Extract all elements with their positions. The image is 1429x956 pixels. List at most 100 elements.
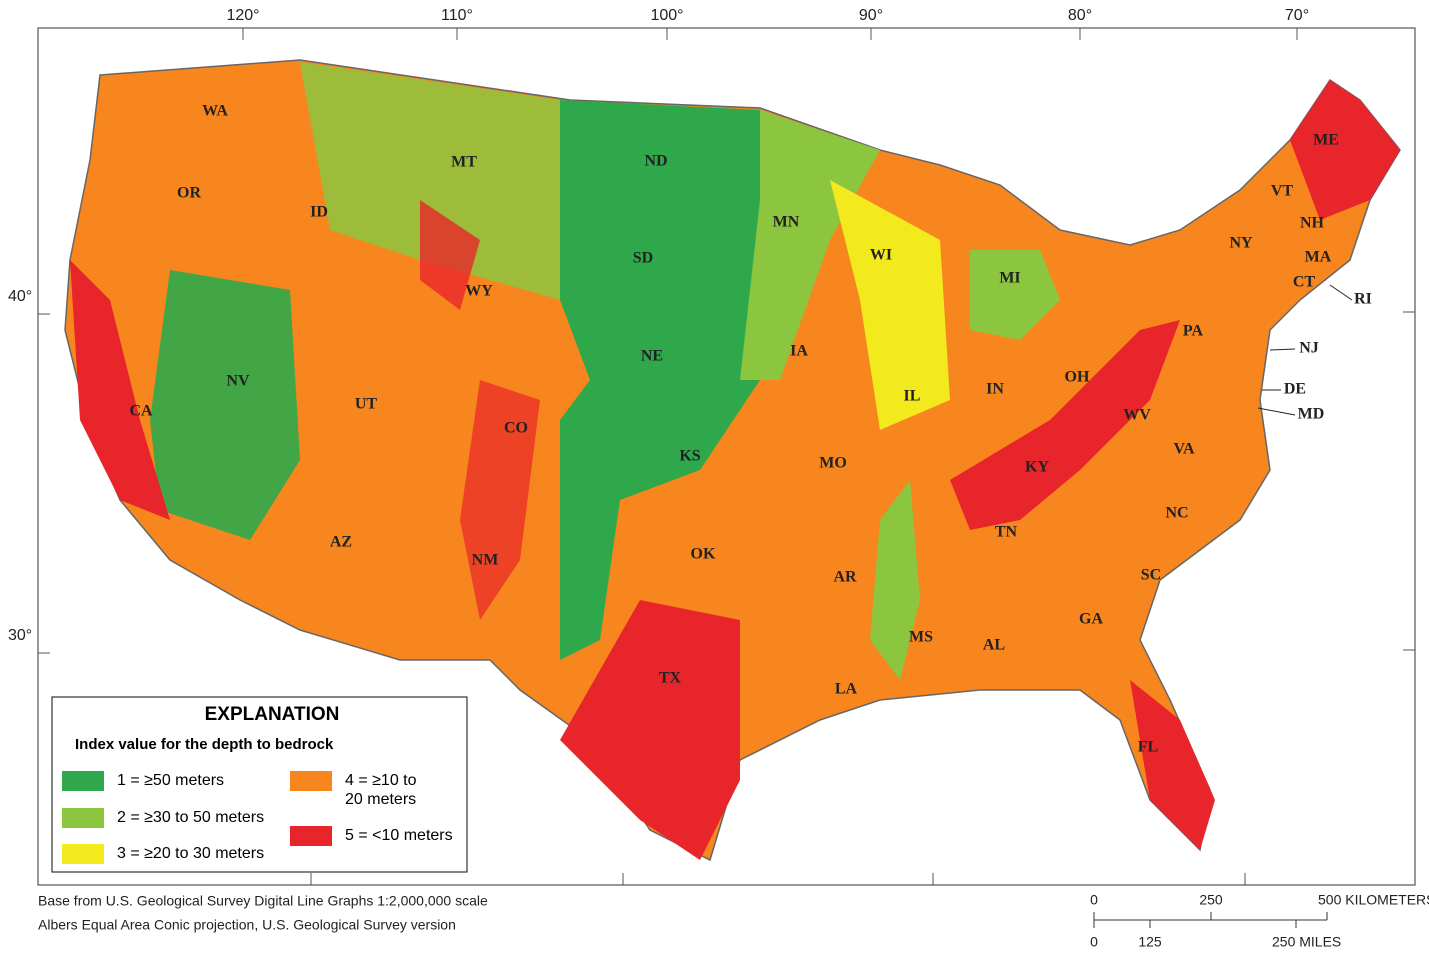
longitude-label: 100°	[650, 7, 683, 24]
legend-label: 4 = ≥10 to	[345, 772, 417, 789]
state-label: SC	[1141, 567, 1161, 584]
region	[560, 600, 740, 860]
longitude-label: 80°	[1068, 7, 1092, 24]
land	[64, 59, 1401, 862]
region	[1130, 680, 1215, 850]
legend-title: EXPLANATION	[205, 704, 340, 725]
latitude-label: 40°	[8, 288, 32, 305]
state-label: MA	[1305, 249, 1332, 266]
state-label: CA	[129, 403, 153, 420]
state-label: NV	[226, 373, 250, 390]
region	[830, 180, 950, 430]
state-label: CT	[1293, 274, 1316, 291]
region	[740, 110, 880, 380]
state-label: VA	[1173, 441, 1194, 458]
state-label: AZ	[330, 534, 352, 551]
state-label: RI	[1354, 291, 1372, 308]
region	[150, 270, 300, 540]
state-label: OH	[1065, 369, 1090, 386]
legend-label: 2 = ≥30 to 50 meters	[117, 809, 264, 826]
state-label: IN	[986, 381, 1004, 398]
state-label: OK	[691, 546, 716, 563]
credit-line: Base from U.S. Geological Survey Digital…	[38, 893, 488, 909]
leader-line	[1257, 407, 1296, 416]
state-label: TN	[995, 524, 1018, 541]
legend-swatch	[62, 844, 104, 864]
region	[460, 380, 540, 620]
conus-outline	[64, 59, 1401, 862]
state-label: WA	[202, 103, 228, 120]
state-label: DE	[1284, 381, 1306, 398]
legend-label: 1 = ≥50 meters	[117, 772, 224, 789]
state-label: ID	[310, 204, 328, 221]
state-label: AL	[983, 637, 1005, 654]
state-label: SD	[633, 250, 653, 267]
state-label: AR	[833, 569, 857, 586]
legend-swatch	[62, 771, 104, 791]
state-label: IL	[904, 388, 921, 405]
state-label: WY	[465, 283, 493, 300]
legend-label: 20 meters	[345, 791, 416, 808]
region	[300, 62, 560, 300]
legend-label: 5 = <10 meters	[345, 827, 453, 844]
state-label: MN	[773, 214, 800, 231]
longitude-label: 110°	[441, 7, 473, 24]
scale-label: 500 KILOMETERS	[1318, 892, 1429, 908]
state-label: MI	[999, 270, 1020, 287]
region	[420, 200, 480, 310]
state-label: CO	[504, 420, 528, 437]
legend-box	[51, 696, 468, 873]
state-label: FL	[1138, 739, 1158, 756]
state-label: ME	[1313, 132, 1339, 149]
state-label: NM	[472, 552, 499, 569]
state-label: PA	[1183, 323, 1204, 340]
region	[870, 480, 920, 680]
legend-subtitle: Index value for the depth to bedrock	[75, 736, 334, 753]
legend-swatch	[290, 771, 332, 791]
state-label: MO	[819, 455, 847, 472]
region	[1290, 80, 1400, 220]
scale-label: 0	[1090, 892, 1098, 908]
state-label: NY	[1229, 235, 1253, 252]
legend-swatch	[290, 826, 332, 846]
state-label: ND	[644, 153, 667, 170]
state-label: NE	[641, 348, 663, 365]
state-label: UT	[355, 396, 378, 413]
state-label: LA	[835, 681, 858, 698]
longitude-label: 120°	[226, 7, 259, 24]
scale-bar: 0 250 500 KILOMETERS 0 125 250 MILES	[1090, 892, 1429, 950]
longitude-label: 70°	[1285, 7, 1309, 24]
credit-line: Albers Equal Area Conic projection, U.S.…	[38, 917, 456, 933]
latitude-label: 30°	[8, 627, 32, 644]
scale-label: 125	[1138, 934, 1162, 950]
state-label: WV	[1123, 407, 1151, 424]
state-label: OR	[177, 185, 201, 202]
region	[70, 260, 170, 520]
region	[950, 320, 1180, 530]
state-label: VT	[1271, 183, 1294, 200]
state-label: TX	[659, 670, 682, 687]
legend-label: 3 = ≥20 to 30 meters	[117, 845, 264, 862]
legend: EXPLANATION Index value for the depth to…	[51, 696, 468, 873]
state-label: NH	[1300, 215, 1325, 232]
state-label: IA	[790, 343, 808, 360]
state-label: KS	[679, 448, 700, 465]
legend-swatch	[62, 808, 104, 828]
state-label: GA	[1079, 611, 1103, 628]
state-label: WI	[870, 247, 892, 264]
region	[560, 100, 780, 660]
region	[970, 250, 1060, 340]
state-label: MS	[909, 629, 933, 646]
scale-label: 250 MILES	[1272, 934, 1341, 950]
scale-label: 250	[1199, 892, 1223, 908]
state-label: MT	[451, 154, 477, 171]
longitude-label: 90°	[859, 7, 883, 24]
leader-line	[1269, 348, 1296, 351]
state-label: NC	[1165, 505, 1188, 522]
state-label: NJ	[1299, 340, 1319, 357]
state-label: KY	[1025, 459, 1049, 476]
scale-label: 0	[1090, 934, 1098, 950]
state-label: MD	[1298, 406, 1325, 423]
leader-line	[1329, 284, 1353, 301]
